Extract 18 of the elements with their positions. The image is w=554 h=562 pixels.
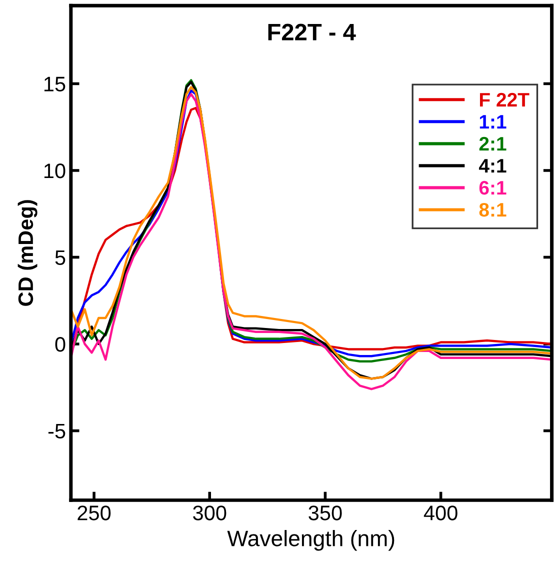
legend-label: 1:1: [480, 115, 506, 128]
y-tick-label: 15: [44, 76, 66, 92]
legend-label: F 22T: [480, 92, 530, 106]
y-tick-label: 0: [55, 337, 66, 352]
y-axis-title: CD (mDeg): [18, 200, 38, 306]
x-tick-label: 350: [308, 506, 342, 520]
x-tick-label: 400: [424, 506, 458, 520]
x-tick-label: 250: [78, 506, 111, 520]
legend-label: 8:1: [479, 202, 506, 217]
x-axis-title: Wavelength (nm): [227, 530, 394, 551]
y-tick-label: 5: [55, 250, 66, 265]
legend-label: 2:1: [479, 136, 506, 150]
y-tick-label: -5: [48, 424, 66, 439]
legend-label: 4:1: [478, 159, 506, 172]
legend-label: 6:1: [479, 180, 506, 195]
y-tick-label: 10: [44, 163, 66, 178]
x-tick-label: 300: [193, 506, 226, 520]
text: F22T - 4: [268, 24, 356, 40]
